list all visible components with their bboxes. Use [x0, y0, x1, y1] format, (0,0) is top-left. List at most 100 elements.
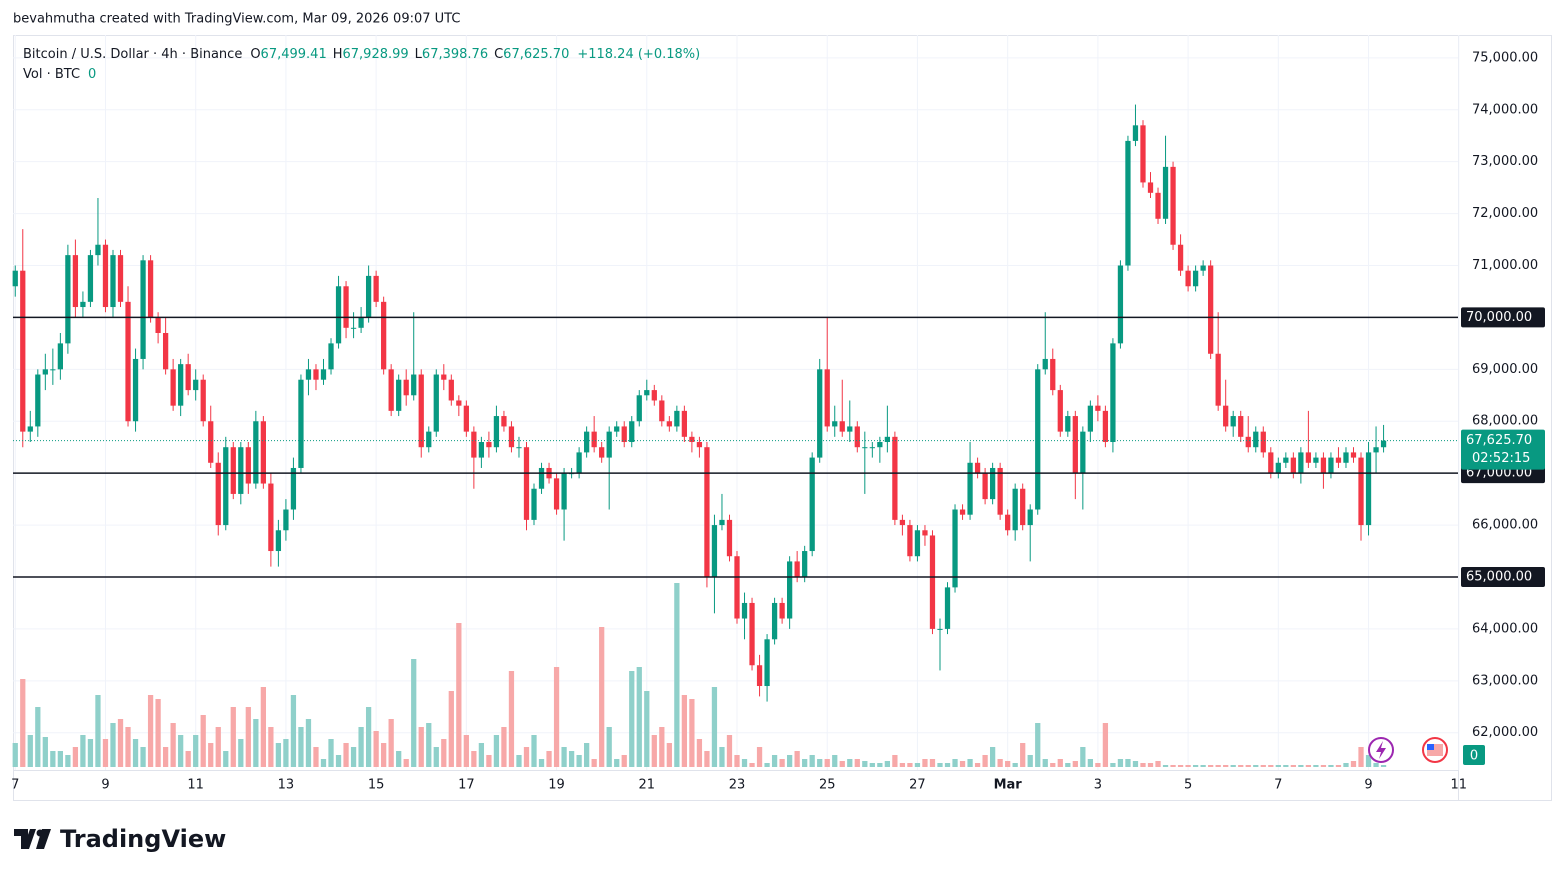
volume-bar: [328, 739, 334, 767]
candle-body: [27, 426, 33, 432]
y-tick-label: 66,000.00: [1472, 518, 1538, 533]
candle-body: [561, 473, 567, 510]
volume-bar: [178, 735, 184, 767]
volume-bar: [1057, 759, 1063, 767]
candle-body: [50, 369, 56, 371]
volume-bar: [786, 755, 793, 767]
volume-bar: [87, 739, 94, 767]
candle-body: [80, 301, 86, 308]
candle-body: [666, 421, 672, 427]
candle-body: [1117, 265, 1124, 344]
volume-bar: [493, 735, 500, 767]
candle-body: [42, 369, 48, 375]
volume-bar: [381, 743, 387, 767]
candle-body: [553, 478, 560, 510]
candle-body: [1305, 452, 1312, 463]
volume-bar: [102, 739, 109, 767]
candle-body: [794, 561, 800, 577]
volume-bar: [1110, 763, 1116, 767]
candle-body: [508, 426, 515, 448]
candle-body: [1350, 452, 1357, 458]
logo-text: TradingView: [60, 825, 226, 853]
volume-bar: [614, 759, 620, 767]
volume-bar: [35, 707, 41, 767]
candle-body: [313, 369, 319, 380]
candle-body: [223, 447, 229, 526]
candle-body: [486, 442, 492, 448]
volume-bar: [50, 751, 56, 767]
volume-bar: [1050, 763, 1056, 767]
candle-body: [365, 275, 372, 318]
candle-body: [1200, 265, 1206, 271]
volume-bar: [959, 761, 966, 767]
volume-bar: [448, 691, 454, 767]
candle-body: [1208, 265, 1214, 354]
volume-bar: [65, 755, 71, 767]
candle-body: [538, 467, 545, 489]
candle-body: [523, 447, 530, 520]
volume-bar: [606, 727, 612, 767]
volume-bar: [944, 763, 951, 767]
candle-body: [929, 535, 936, 629]
volume-bar: [335, 755, 342, 767]
candle-body: [238, 447, 244, 494]
volume-bar: [1200, 765, 1206, 767]
volume-bar: [1238, 765, 1244, 767]
volume-bar: [869, 763, 875, 767]
economic-event-icon[interactable]: [1422, 737, 1448, 763]
candle-body: [260, 421, 266, 484]
volume-bar: [1283, 765, 1289, 767]
candle-body: [847, 426, 853, 432]
volume-bar: [268, 727, 274, 767]
candle-body: [162, 332, 169, 370]
candle-body: [741, 602, 748, 619]
ohlc-label: C: [494, 47, 503, 62]
candle-body: [1020, 488, 1026, 526]
x-tick-label: 21: [639, 778, 656, 793]
volume-bar: [1155, 761, 1161, 767]
candle-body: [501, 416, 507, 427]
volume-bar: [1170, 765, 1176, 767]
candle-body: [305, 369, 312, 380]
candle-body: [719, 519, 725, 526]
candle-body: [1177, 244, 1184, 271]
volume-bar: [884, 761, 890, 767]
volume-bar: [599, 627, 605, 767]
candle-body: [1057, 390, 1063, 432]
volume-bar: [922, 759, 928, 767]
volume-bar: [343, 743, 349, 767]
candle-body: [779, 602, 785, 619]
candle-body: [681, 410, 688, 437]
volume-bar: [989, 747, 996, 767]
candle-body: [388, 369, 394, 411]
candle-body: [1050, 358, 1056, 391]
volume-bar: [313, 747, 319, 767]
candle-body: [967, 462, 973, 515]
volume-bar: [42, 737, 48, 767]
volume-bar: [193, 735, 199, 767]
volume-bar: [817, 759, 823, 767]
volume-bar: [899, 763, 906, 767]
volume-bar: [832, 755, 838, 767]
volume-bar: [1313, 765, 1319, 767]
volume-bar: [200, 715, 206, 767]
volume-bar: [358, 727, 364, 767]
candle-body: [275, 530, 282, 552]
event-icon[interactable]: [1368, 737, 1394, 763]
volume-bar: [110, 723, 116, 767]
volume-bar: [1350, 761, 1357, 767]
candle-body: [1110, 343, 1116, 443]
candle-body: [1245, 436, 1251, 448]
volume-bar: [974, 763, 981, 767]
volume-bar: [952, 759, 958, 767]
volume-bar: [57, 751, 63, 767]
candle-body: [208, 421, 214, 463]
candle-body: [651, 390, 657, 401]
candle-body: [959, 509, 966, 515]
volume-bar: [666, 743, 672, 767]
candle-body: [456, 400, 462, 406]
volume-bar: [350, 747, 357, 767]
candle-body: [110, 255, 116, 308]
